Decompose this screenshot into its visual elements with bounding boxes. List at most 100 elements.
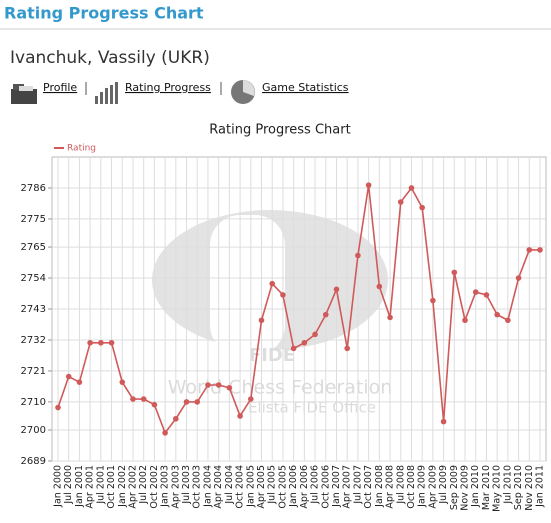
x-tick-label: Nov 2010 [524,465,535,511]
rating-point [258,317,265,324]
rating-point [419,204,425,211]
y-tick-label: 2754 [21,273,46,284]
chart-title: Rating Progress Chart [209,123,350,138]
x-tick-label: Jul 2002 [138,465,149,505]
x-tick-label: Jul 2005 [267,465,278,505]
rating-point [322,311,329,318]
x-tick-label: Oct 2003 [192,465,203,509]
rating-point [301,339,308,346]
y-tick-label: 2786 [21,183,46,194]
x-tick-label: Jul 2009 [438,465,449,505]
x-tick-label: Jan 2006 [288,465,299,508]
rating-point [108,339,115,346]
y-tick-label: 2732 [21,335,46,346]
y-tick-label: 2710 [21,397,46,408]
y-tick-label: 2689 [21,456,46,467]
stats-icon [231,80,255,104]
x-tick-label: Apr 2006 [299,465,310,509]
rating-point [65,373,72,380]
y-tick-label: 2721 [21,366,46,377]
watermark-line: Elista FIDE Office [248,399,376,417]
x-tick-label: Apr 2008 [385,465,396,509]
x-tick-label: Jul 2000 [63,465,74,505]
x-tick-label: Jan 2007 [331,465,342,508]
rating-point [408,185,415,191]
x-tick-label: Jul 2007 [352,465,363,505]
x-tick-label: Apr 2009 [427,465,438,509]
x-tick-label: Jul 2003 [181,465,192,505]
rating-point [55,404,61,411]
rating-icon [95,82,118,104]
rating-point [376,283,383,290]
rating-point [344,345,351,352]
profile-link[interactable]: Profile [43,81,77,94]
rating-point [269,280,276,287]
y-tick-label: 2743 [21,304,46,315]
rating-point [462,317,468,324]
rating-point [526,247,533,253]
rating-point [130,396,136,402]
x-tick-label: Oct 2002 [149,465,160,509]
x-tick-label: Jan 2003 [160,465,171,508]
x-tick-label: Jan 2005 [245,465,256,508]
x-tick-label: Jul 2004 [224,465,235,505]
rating-point [483,292,490,298]
rating-point [151,401,158,408]
rating-point [226,385,233,391]
x-tick-label: Apr 2005 [256,465,267,509]
rating-point [515,275,522,281]
x-tick-label: Sep 2010 [513,465,524,510]
rating-point [173,415,179,422]
y-tick-label: 2775 [21,214,46,225]
rating-point [290,345,297,352]
x-tick-label: Apr 2001 [85,465,96,509]
x-tick-label: Oct 2001 [106,465,117,509]
rating-point [140,396,147,402]
x-tick-label: Oct 2008 [406,465,417,509]
rating-point [472,289,479,295]
x-tick-label: Jul 2008 [395,465,406,505]
x-tick-label: Jan 2004 [202,465,213,508]
rating-point [280,292,286,298]
x-tick-label: Mar 2010 [481,465,492,510]
rating-point [248,396,254,402]
rating-point [430,297,436,304]
x-tick-label: Sep 2009 [449,465,460,510]
rating-point [537,247,543,253]
rating-point [237,413,243,419]
x-tick-label: Apr 2007 [342,465,353,509]
rating-point [98,339,104,346]
rating-point [451,269,458,276]
x-tick-label: Jan 2011 [535,465,546,508]
rating-point [76,379,83,385]
x-tick-label: Jul 2001 [95,465,106,505]
x-tick-label: Oct 2005 [277,465,288,509]
x-tick-label: Apr 2004 [213,465,224,509]
y-tick-label: 2700 [21,425,46,436]
x-tick-label: Jan 2001 [74,465,85,508]
rating-point [312,331,318,338]
rating-point [205,382,211,388]
rating-point [355,252,361,259]
rating-point [333,286,340,293]
x-tick-label: Oct 2007 [363,465,374,509]
rating-point [440,418,447,425]
game-statistics-link[interactable]: Game Statistics [262,81,349,94]
x-tick-label: Apr 2002 [127,465,138,509]
legend-label: Rating [67,144,96,154]
x-tick-label: Oct 2006 [320,465,331,509]
rating-point [387,314,393,321]
x-tick-label: Jan 2008 [374,465,385,508]
rating-point [365,182,372,188]
rating-point [119,379,126,385]
x-tick-label: Jan 2010 [470,465,481,508]
page-title: Rating Progress Chart [4,4,204,23]
rating-point [183,399,190,405]
rating-progress-link[interactable]: Rating Progress [125,81,211,94]
x-tick-label: Jan 2009 [417,465,428,508]
x-tick-label: Jul 2006 [310,465,321,505]
y-tick-label: 2765 [21,242,46,253]
profile-icon [11,84,37,104]
